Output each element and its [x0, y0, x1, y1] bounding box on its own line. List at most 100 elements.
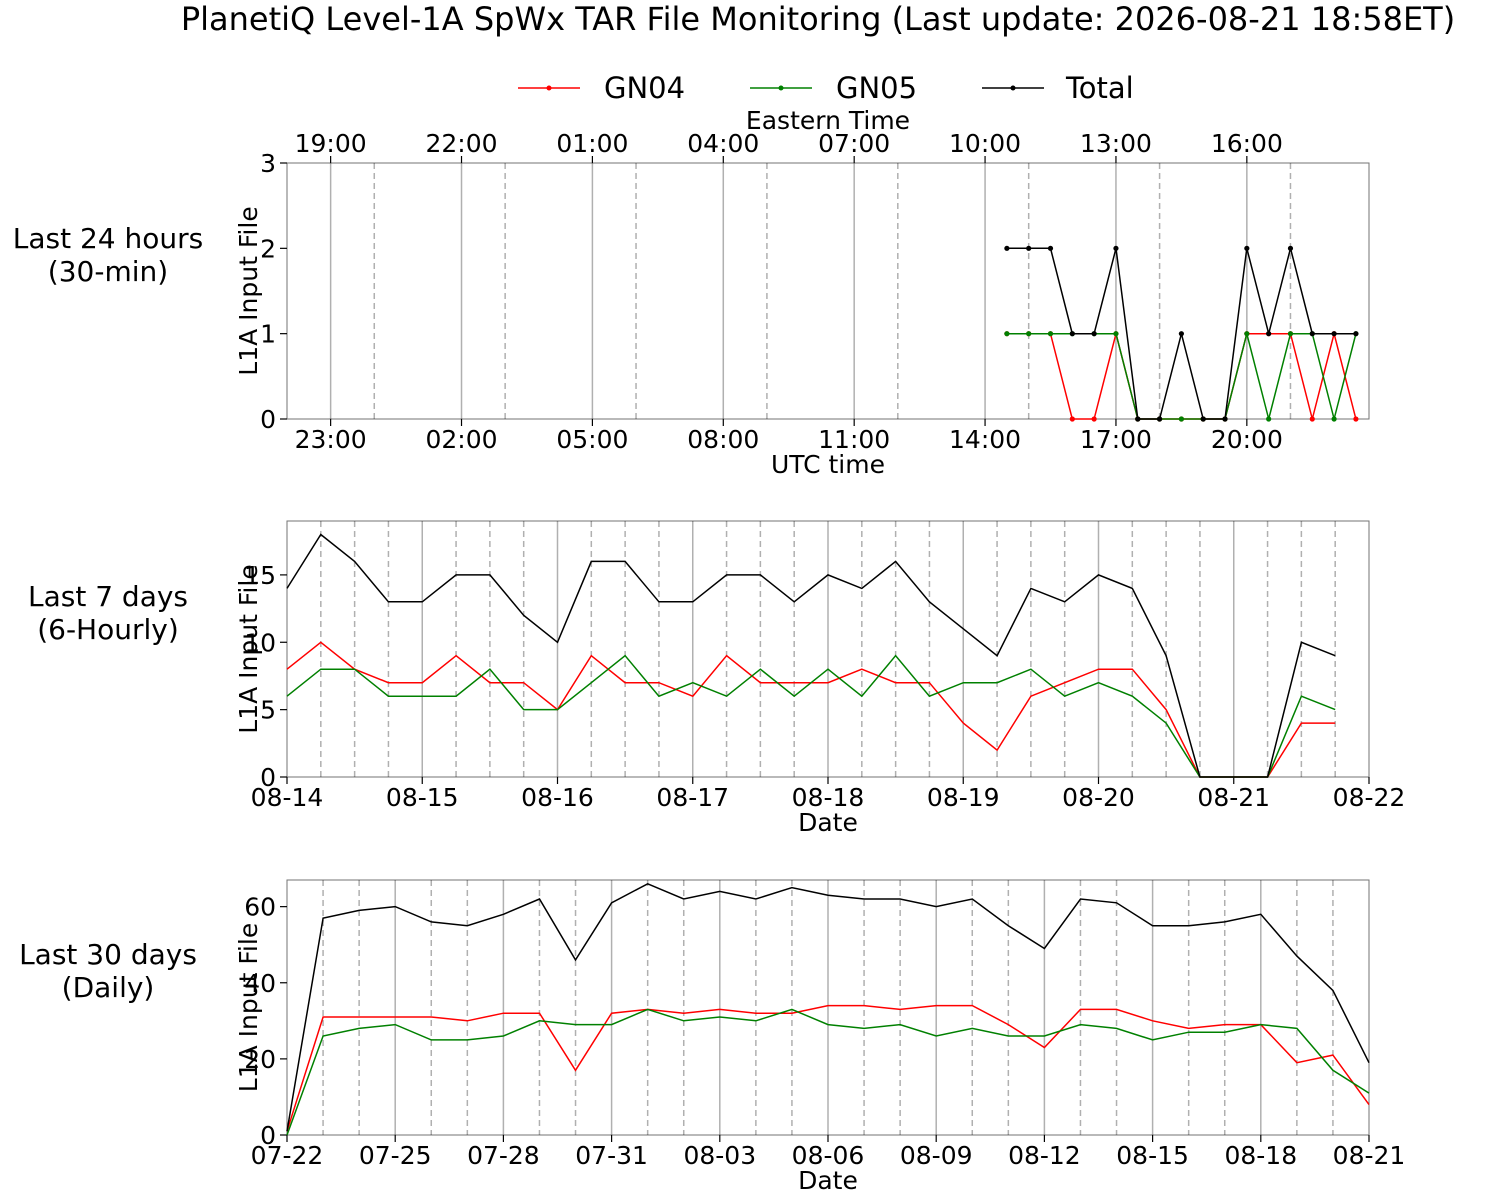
row-label-line: (30-min) — [48, 255, 168, 288]
x-tick-label: 08-18 — [792, 783, 865, 812]
x-axis-label: Date — [798, 1166, 858, 1195]
top-x-tick-label: 04:00 — [687, 129, 759, 158]
data-point-total — [1069, 331, 1075, 337]
y-tick-label: 5 — [260, 696, 276, 725]
series-line-total — [286, 882, 1370, 1132]
data-point-total — [1047, 245, 1054, 251]
chart-panel-7d: Last 7 days(6-Hourly) 0 5 10 15 08-14 08-15 08-… — [28, 520, 1406, 837]
legend-marker-total — [1010, 85, 1016, 91]
data-point-gn05 — [1287, 331, 1294, 337]
x-tick-label: 08-16 — [521, 783, 594, 812]
data-point-gn05 — [1113, 331, 1119, 337]
data-point-gn05 — [1266, 416, 1272, 422]
series-line-gn05 — [286, 654, 1336, 778]
x-tick-label: 08-17 — [656, 783, 729, 812]
row-label-line: Last 30 days — [19, 938, 197, 971]
x-tick-label: 08-19 — [927, 783, 1000, 812]
top-x-tick-label: 07:00 — [818, 129, 890, 158]
row-label-line: (6-Hourly) — [37, 613, 179, 646]
top-x-tick-label: 10:00 — [949, 129, 1021, 158]
x-tick-label: 23:00 — [295, 425, 367, 454]
x-axis-label: UTC time — [771, 450, 885, 479]
x-tick-label: 08-20 — [1062, 783, 1135, 812]
data-point-total — [1331, 331, 1337, 337]
series-line-gn05 — [286, 1008, 1370, 1136]
x-tick-label: 08-06 — [792, 1141, 865, 1170]
data-point-total — [1222, 416, 1228, 422]
data-point-total — [1135, 416, 1141, 422]
y-tick-label: 3 — [260, 149, 276, 178]
row-label-line: Last 24 hours — [13, 222, 203, 255]
data-point-gn05 — [1047, 331, 1054, 337]
y-tick-label: 15 — [244, 561, 276, 590]
x-tick-label: 08-18 — [1224, 1141, 1297, 1170]
x-axis-label: Date — [798, 808, 858, 837]
data-point-gn05 — [1331, 416, 1337, 422]
x-tick-label: 20:00 — [1211, 425, 1283, 454]
plot-frame — [286, 162, 1370, 420]
top-x-tick-label: 22:00 — [425, 129, 497, 158]
legend-item-gn04: GN04 — [518, 71, 685, 105]
data-point-total — [1004, 245, 1010, 251]
legend: GN04 GN05 Total — [518, 71, 1134, 105]
x-tick-label: 17:00 — [1080, 425, 1152, 454]
y-axis-label: L1A Input File — [234, 923, 263, 1092]
data-point-total — [1200, 416, 1206, 422]
legend-item-gn05: GN05 — [750, 71, 917, 105]
top-x-tick-label: 01:00 — [556, 129, 628, 158]
x-tick-label: 08-22 — [1333, 783, 1406, 812]
data-point-total — [1266, 331, 1272, 337]
x-tick-label: 08:00 — [687, 425, 759, 454]
series-line-total — [286, 533, 1336, 778]
x-tick-label: 08-09 — [900, 1141, 973, 1170]
figure-title: PlanetiQ Level-1A SpWx TAR File Monitori… — [181, 0, 1455, 38]
series-line-gn04 — [1006, 332, 1357, 420]
y-tick-label: 10 — [244, 628, 276, 657]
y-tick-label: 40 — [244, 969, 276, 998]
y-tick-label: 20 — [244, 1045, 276, 1074]
data-point-total — [1244, 245, 1250, 251]
x-tick-label: 07-28 — [467, 1141, 540, 1170]
data-point-total — [1113, 245, 1119, 251]
data-point-gn05 — [1178, 416, 1184, 422]
top-x-axis-label: Eastern Time — [746, 106, 910, 135]
x-tick-label: 11:00 — [818, 425, 890, 454]
y-tick-label: 0 — [260, 1121, 276, 1150]
x-tick-label: 08-15 — [386, 783, 459, 812]
legend-item-total: Total — [982, 71, 1134, 105]
data-point-gn05 — [1004, 331, 1010, 337]
series-line-gn05 — [1006, 332, 1357, 420]
x-tick-label: 08-21 — [1333, 1141, 1406, 1170]
legend-label-gn04: GN04 — [604, 71, 685, 105]
top-x-tick-label: 13:00 — [1080, 129, 1152, 158]
data-point-total — [1091, 331, 1097, 337]
y-axis-label: L1A Input File — [234, 564, 263, 733]
x-tick-label: 08-12 — [1008, 1141, 1081, 1170]
legend-label-gn05: GN05 — [836, 71, 917, 105]
x-tick-label: 08-14 — [251, 783, 324, 812]
chart-panel-24h: Last 24 hours(30-min) 0 1 2 3 23:00 02:00 05:00… — [13, 106, 1370, 479]
data-point-total — [1309, 331, 1315, 337]
top-x-tick-label: 19:00 — [295, 129, 367, 158]
legend-marker-gn05 — [778, 85, 784, 91]
x-tick-label: 02:00 — [425, 425, 497, 454]
x-tick-label: 08-21 — [1197, 783, 1270, 812]
x-tick-label: 08-15 — [1116, 1141, 1189, 1170]
x-tick-label: 14:00 — [949, 425, 1021, 454]
legend-label-total: Total — [1065, 71, 1134, 105]
y-tick-label: 2 — [260, 234, 276, 263]
data-point-total — [1156, 416, 1163, 422]
data-point-gn04 — [1309, 416, 1315, 422]
data-point-gn04 — [1091, 416, 1097, 422]
y-tick-label: 60 — [244, 893, 276, 922]
data-point-total — [1026, 245, 1032, 251]
data-point-total — [1178, 331, 1184, 337]
x-tick-label: 05:00 — [556, 425, 628, 454]
x-tick-label: 07-31 — [575, 1141, 648, 1170]
y-tick-label: 0 — [260, 405, 276, 434]
data-point-total — [1287, 245, 1294, 251]
y-tick-label: 0 — [260, 763, 276, 792]
chart-panel-30d: Last 30 days(Daily) 0 20 40 60 07-22 07-25 07-2… — [19, 879, 1406, 1195]
data-point-gn05 — [1026, 331, 1032, 337]
x-tick-label: 08-03 — [683, 1141, 756, 1170]
